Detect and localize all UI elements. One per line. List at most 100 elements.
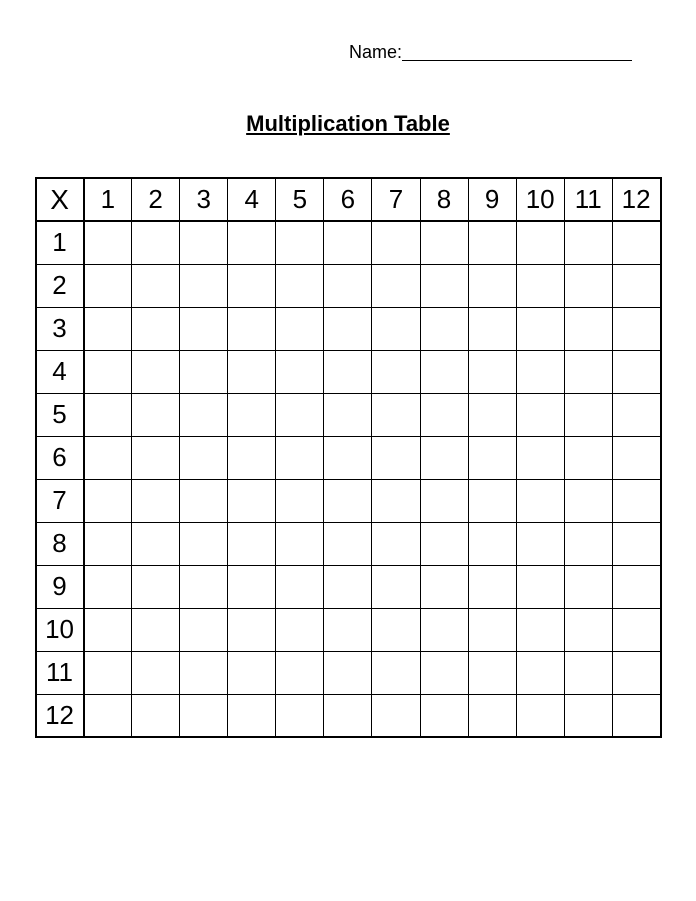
table-cell[interactable] [516,264,564,307]
table-cell[interactable] [612,608,660,651]
table-cell[interactable] [228,565,276,608]
table-cell[interactable] [228,522,276,565]
table-cell[interactable] [324,522,372,565]
table-cell[interactable] [420,565,468,608]
table-cell[interactable] [324,221,372,264]
table-cell[interactable] [468,565,516,608]
table-cell[interactable] [612,651,660,694]
table-cell[interactable] [564,522,612,565]
table-cell[interactable] [372,350,420,393]
table-cell[interactable] [468,522,516,565]
table-cell[interactable] [324,350,372,393]
table-cell[interactable] [420,307,468,350]
table-cell[interactable] [564,221,612,264]
table-cell[interactable] [372,221,420,264]
table-cell[interactable] [372,393,420,436]
table-cell[interactable] [420,694,468,737]
table-cell[interactable] [132,393,180,436]
table-cell[interactable] [612,479,660,522]
table-cell[interactable] [84,651,132,694]
table-cell[interactable] [612,264,660,307]
table-cell[interactable] [420,522,468,565]
table-cell[interactable] [132,307,180,350]
table-cell[interactable] [132,608,180,651]
table-cell[interactable] [84,264,132,307]
table-cell[interactable] [180,608,228,651]
table-cell[interactable] [612,221,660,264]
table-cell[interactable] [84,479,132,522]
table-cell[interactable] [132,264,180,307]
table-cell[interactable] [84,221,132,264]
table-cell[interactable] [84,307,132,350]
table-cell[interactable] [324,651,372,694]
table-cell[interactable] [564,307,612,350]
table-cell[interactable] [180,522,228,565]
table-cell[interactable] [564,608,612,651]
table-cell[interactable] [564,694,612,737]
table-cell[interactable] [420,608,468,651]
table-cell[interactable] [324,393,372,436]
table-cell[interactable] [132,694,180,737]
table-cell[interactable] [612,436,660,479]
table-cell[interactable] [84,522,132,565]
table-cell[interactable] [516,479,564,522]
table-cell[interactable] [420,479,468,522]
table-cell[interactable] [516,565,564,608]
name-blank-line[interactable] [402,60,632,61]
table-cell[interactable] [228,307,276,350]
table-cell[interactable] [612,522,660,565]
table-cell[interactable] [84,565,132,608]
table-cell[interactable] [324,479,372,522]
table-cell[interactable] [180,479,228,522]
table-cell[interactable] [612,307,660,350]
table-cell[interactable] [84,694,132,737]
table-cell[interactable] [180,221,228,264]
table-cell[interactable] [468,651,516,694]
table-cell[interactable] [372,651,420,694]
table-cell[interactable] [468,694,516,737]
table-cell[interactable] [516,522,564,565]
table-cell[interactable] [228,479,276,522]
table-cell[interactable] [516,651,564,694]
table-cell[interactable] [564,350,612,393]
table-cell[interactable] [372,694,420,737]
table-cell[interactable] [228,608,276,651]
table-cell[interactable] [324,264,372,307]
table-cell[interactable] [516,436,564,479]
table-cell[interactable] [276,565,324,608]
table-cell[interactable] [564,479,612,522]
table-cell[interactable] [612,393,660,436]
table-cell[interactable] [324,608,372,651]
table-cell[interactable] [228,221,276,264]
table-cell[interactable] [372,522,420,565]
table-cell[interactable] [516,694,564,737]
table-cell[interactable] [180,350,228,393]
table-cell[interactable] [324,436,372,479]
table-cell[interactable] [228,694,276,737]
table-cell[interactable] [420,264,468,307]
table-cell[interactable] [420,436,468,479]
table-cell[interactable] [516,350,564,393]
table-cell[interactable] [132,479,180,522]
table-cell[interactable] [612,350,660,393]
table-cell[interactable] [324,307,372,350]
table-cell[interactable] [276,393,324,436]
table-cell[interactable] [132,565,180,608]
table-cell[interactable] [468,608,516,651]
table-cell[interactable] [276,479,324,522]
table-cell[interactable] [468,307,516,350]
table-cell[interactable] [372,264,420,307]
table-cell[interactable] [516,307,564,350]
table-cell[interactable] [276,694,324,737]
table-cell[interactable] [84,350,132,393]
table-cell[interactable] [420,221,468,264]
table-cell[interactable] [564,264,612,307]
table-cell[interactable] [180,264,228,307]
table-cell[interactable] [420,350,468,393]
table-cell[interactable] [132,221,180,264]
table-cell[interactable] [420,651,468,694]
table-cell[interactable] [516,608,564,651]
table-cell[interactable] [372,436,420,479]
table-cell[interactable] [228,651,276,694]
table-cell[interactable] [276,608,324,651]
